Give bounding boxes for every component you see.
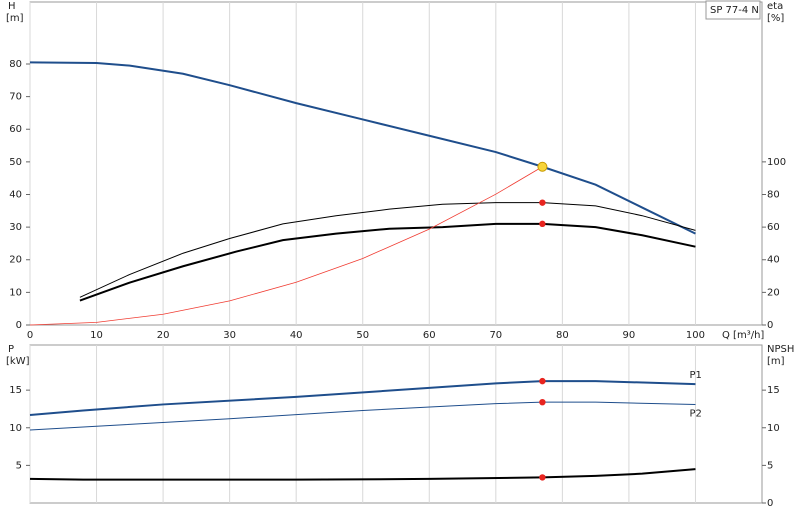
plot-area	[29, 1, 763, 326]
operating-point	[539, 199, 546, 206]
y2-tick-label: 0	[767, 498, 773, 509]
series-label: P2	[689, 408, 701, 419]
x-tick-label: 80	[556, 330, 569, 341]
y2-tick-label: 15	[767, 385, 780, 396]
y2-axis-unit: [m]	[767, 356, 785, 367]
y2-tick-label: 80	[767, 189, 780, 200]
x-tick-label: 60	[423, 330, 436, 341]
series-label: P1	[689, 370, 701, 381]
y2-tick-label: 5	[767, 460, 773, 471]
series-line	[29, 166, 543, 326]
y-axis-unit: [m]	[6, 13, 24, 24]
y-tick-label: 30	[9, 222, 22, 233]
series-line	[29, 468, 696, 481]
x-tick-label: 50	[356, 330, 369, 341]
y2-tick-label: 20	[767, 287, 780, 298]
y2-axis-label: eta	[767, 1, 783, 12]
y-tick-label: 60	[9, 124, 22, 135]
y-axis-label: P	[8, 344, 14, 355]
y2-tick-label: 60	[767, 222, 780, 233]
label-box	[705, 0, 761, 20]
y-tick-label: 15	[9, 385, 22, 396]
y-tick-label: 20	[9, 255, 22, 266]
y2-axis-label: NPSH	[767, 344, 794, 355]
y-tick-label: 10	[9, 287, 22, 298]
x-axis-label: Q [m³/h]	[722, 330, 764, 341]
x-tick-label: 10	[90, 330, 103, 341]
y2-tick-label: 0	[767, 320, 773, 331]
series-line	[29, 61, 696, 235]
series-line	[79, 222, 696, 302]
y-axis-label: H	[8, 1, 16, 12]
operating-point	[539, 220, 546, 228]
x-tick-label: 70	[489, 330, 502, 341]
series-line	[29, 380, 696, 416]
x-tick-label: 0	[27, 330, 33, 341]
operating-point	[539, 474, 546, 481]
y2-tick-label: 100	[767, 157, 786, 168]
y-tick-label: 50	[9, 157, 22, 168]
x-tick-label: 20	[157, 330, 170, 341]
y-tick-label: 80	[9, 59, 22, 70]
operating-point	[539, 398, 546, 406]
y2-tick-label: 10	[767, 423, 780, 434]
series-line	[29, 401, 696, 431]
x-tick-label: 90	[623, 330, 636, 341]
y-tick-label: 0	[16, 320, 22, 331]
y-tick-label: 5	[16, 460, 22, 471]
x-tick-label: 30	[223, 330, 236, 341]
y2-tick-label: 40	[767, 255, 780, 266]
box-label: SP 77-4 N	[710, 5, 759, 16]
y-tick-label: 10	[9, 423, 22, 434]
x-tick-label: 40	[290, 330, 303, 341]
operating-point	[537, 161, 548, 172]
y2-axis-unit: [%]	[767, 13, 784, 24]
y-axis-unit: [kW]	[6, 356, 30, 367]
y-tick-label: 70	[9, 92, 22, 103]
x-tick-label: 100	[686, 330, 705, 341]
y-tick-label: 40	[9, 189, 22, 200]
operating-point	[539, 377, 546, 385]
series-line	[79, 202, 696, 298]
